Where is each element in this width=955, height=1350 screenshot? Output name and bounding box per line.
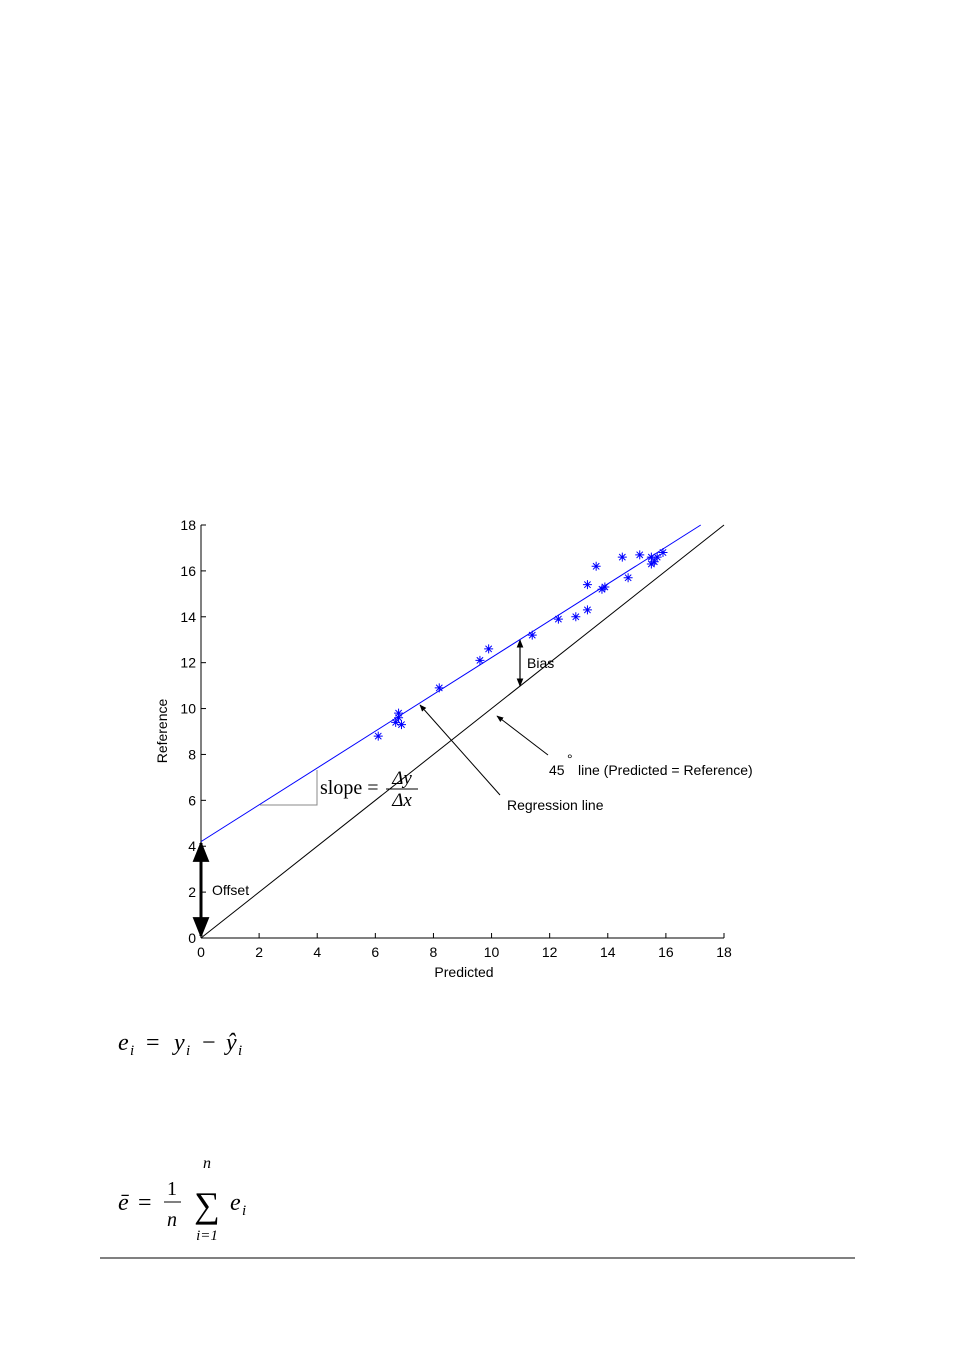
- eq-token: n: [203, 1155, 211, 1172]
- slope-dx: Δx: [391, 790, 412, 811]
- line45-label-text: line (Predicted = Reference): [578, 762, 753, 778]
- x-tick-label: 16: [658, 944, 674, 960]
- scatter-point: [475, 655, 485, 665]
- y-tick-label: 10: [180, 701, 196, 717]
- y-tick-label: 16: [180, 563, 196, 579]
- eq-token: =: [146, 1030, 160, 1056]
- offset-label: Offset: [212, 882, 249, 898]
- scatter-point: [600, 582, 610, 592]
- scatter-point: [582, 605, 592, 615]
- line: [200, 524, 725, 939]
- x-tick-label: 8: [430, 944, 438, 960]
- x-tick-label: 18: [716, 944, 732, 960]
- y-axis-label: Reference: [154, 698, 170, 763]
- x-tick-label: 0: [197, 944, 205, 960]
- scatter-point: [617, 552, 627, 562]
- y-tick-label: 8: [188, 746, 196, 762]
- x-tick-label: 14: [600, 944, 616, 960]
- scatter-point: [373, 731, 383, 741]
- eq-token: 1: [167, 1178, 177, 1200]
- equation-mean: ē = 1 n n ∑ i=1 e i: [118, 1155, 246, 1244]
- regression-label: Regression line: [507, 797, 604, 813]
- eq-token: e: [230, 1190, 241, 1216]
- line: [200, 524, 702, 843]
- eq-token: −: [202, 1030, 216, 1056]
- scatter-point: [623, 573, 633, 583]
- y-tick-label: 12: [180, 655, 196, 671]
- slope-triangle: [260, 770, 318, 806]
- y-tick-label: 14: [180, 609, 196, 625]
- x-axis-label: Predicted: [434, 964, 493, 980]
- eq-token: i: [238, 1043, 242, 1059]
- scatter-point: [553, 614, 563, 624]
- regression-arrow: [419, 704, 501, 796]
- y-tick-label: 2: [188, 884, 196, 900]
- y-tick-label: 18: [180, 517, 196, 533]
- y-tick-label: 6: [188, 792, 196, 808]
- scatter-point: [394, 713, 404, 723]
- y-tick-label: 4: [188, 838, 196, 854]
- eq-token: ∑: [194, 1185, 220, 1225]
- eq-token: i=1: [196, 1228, 218, 1244]
- line45-label-number: 45: [549, 762, 565, 778]
- x-tick-label: 6: [371, 944, 379, 960]
- scatter-point: [396, 720, 406, 730]
- line45-arrow: [496, 715, 549, 756]
- x-tick-label: 12: [542, 944, 558, 960]
- scatter-point: [652, 552, 662, 562]
- eq-token: i: [130, 1043, 134, 1059]
- eq-token: y: [172, 1030, 185, 1056]
- equation-error: e i = y i − ŷ i: [118, 1030, 242, 1059]
- eq-token: n: [167, 1209, 177, 1231]
- scatter-point: [434, 683, 444, 693]
- eq-token: i: [242, 1203, 246, 1219]
- scatter-point: [635, 550, 645, 560]
- scatter-point: [591, 561, 601, 571]
- scatter-point: [582, 580, 592, 590]
- line45-label-degree: °: [567, 751, 573, 767]
- eq-token: e: [118, 1030, 129, 1056]
- bias-label: Bias: [527, 655, 554, 671]
- x-tick-label: 2: [255, 944, 263, 960]
- scatter-point: [658, 548, 668, 558]
- slope-text: slope =: [320, 777, 379, 799]
- scatter-point: [484, 644, 494, 654]
- scatter-point: [646, 552, 656, 562]
- eq-token: =: [138, 1190, 152, 1216]
- scatter-point: [394, 708, 404, 718]
- scatter-point: [571, 612, 581, 622]
- eq-token: ē: [118, 1190, 129, 1216]
- x-tick-label: 4: [313, 944, 321, 960]
- eq-token: ŷ: [224, 1030, 237, 1056]
- y-tick-label: 0: [188, 930, 196, 946]
- scatter-point: [391, 717, 401, 727]
- eq-token: i: [186, 1043, 190, 1059]
- x-tick-label: 10: [484, 944, 500, 960]
- scatter-point: [649, 557, 659, 567]
- scatter-point: [527, 630, 537, 640]
